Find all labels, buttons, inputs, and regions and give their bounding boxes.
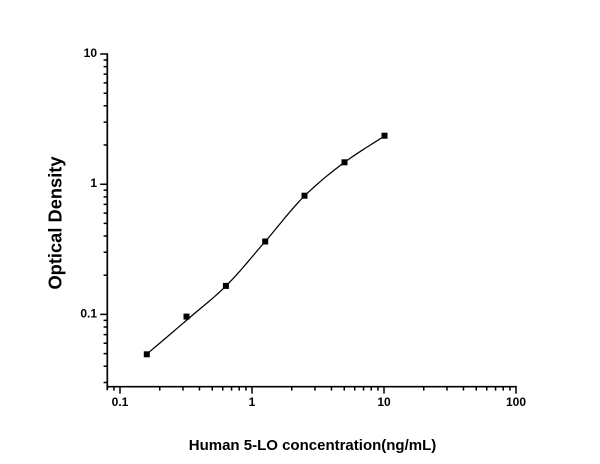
svg-text:0.1: 0.1	[112, 395, 129, 409]
svg-text:0.1: 0.1	[80, 306, 97, 320]
svg-text:100: 100	[506, 395, 526, 409]
svg-text:Optical Density: Optical Density	[45, 156, 66, 290]
svg-text:1: 1	[90, 176, 97, 190]
svg-text:Human 5-LO concentration(ng/mL: Human 5-LO concentration(ng/mL)	[189, 437, 437, 454]
svg-text:10: 10	[84, 46, 98, 60]
svg-text:10: 10	[377, 395, 391, 409]
svg-text:1: 1	[249, 395, 256, 409]
